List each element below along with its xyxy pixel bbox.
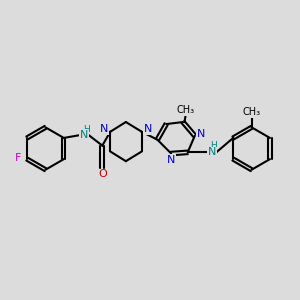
Text: N: N (100, 124, 109, 134)
Text: H: H (210, 141, 217, 150)
Text: N: N (80, 130, 88, 140)
Text: O: O (98, 169, 107, 179)
Text: H: H (83, 125, 89, 134)
Text: CH₃: CH₃ (242, 107, 261, 117)
Text: N: N (208, 147, 216, 158)
Text: CH₃: CH₃ (177, 105, 195, 115)
Text: N: N (167, 155, 176, 165)
Text: F: F (15, 153, 22, 163)
Text: N: N (143, 124, 152, 134)
Text: N: N (197, 129, 206, 140)
